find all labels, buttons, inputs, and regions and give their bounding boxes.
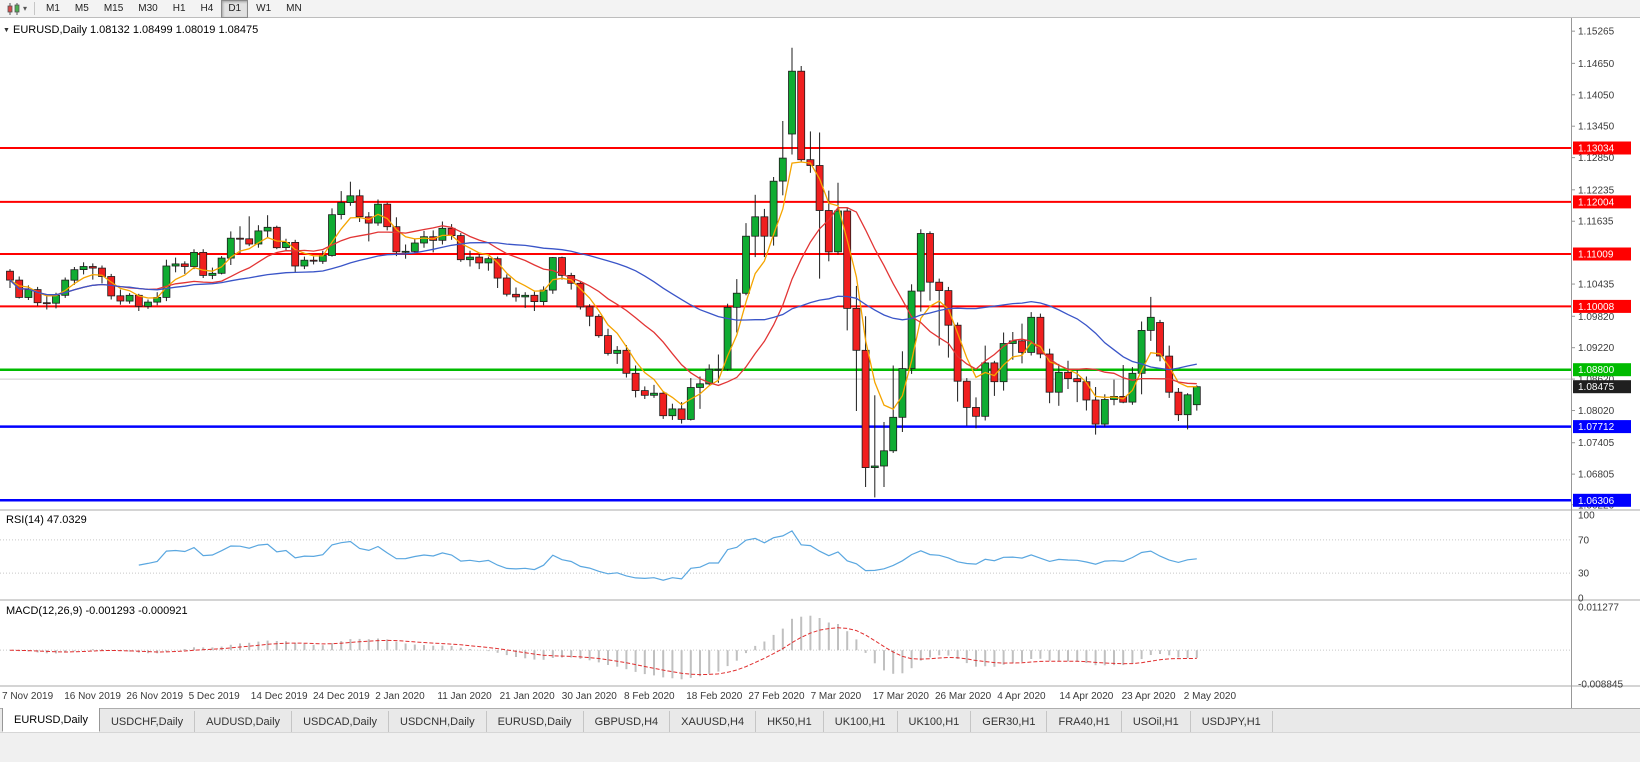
svg-text:1.13450: 1.13450 — [1578, 122, 1615, 133]
timeframe-m30-button[interactable]: M30 — [138, 2, 158, 14]
svg-text:1.08620: 1.08620 — [1578, 375, 1615, 386]
svg-text:24 Dec 2019: 24 Dec 2019 — [313, 691, 370, 702]
timeframe-h4-button[interactable]: H4 — [200, 2, 214, 14]
chart-tab-uk100-h1[interactable]: UK100,H1 — [824, 711, 898, 732]
candlestick-chart-icon — [7, 2, 20, 15]
svg-text:1.12004: 1.12004 — [1578, 197, 1615, 208]
svg-text:1.11009: 1.11009 — [1578, 250, 1614, 261]
svg-text:-0.008845: -0.008845 — [1578, 680, 1623, 691]
svg-text:1.12235: 1.12235 — [1578, 185, 1615, 196]
chart-tab-eurusd-daily[interactable]: EURUSD,Daily — [2, 707, 100, 732]
chart-tab-usdchf-daily[interactable]: USDCHF,Daily — [100, 711, 196, 732]
svg-text:1.14650: 1.14650 — [1578, 59, 1615, 70]
svg-text:100: 100 — [1578, 511, 1595, 522]
chart-tab-usoil-h1[interactable]: USOil,H1 — [1122, 711, 1191, 732]
timeframe-w1-button[interactable]: W1 — [256, 2, 272, 14]
ohlc-info-label: EURUSD,Daily 1.08132 1.08499 1.08019 1.0… — [13, 24, 258, 36]
svg-text:26 Mar 2020: 26 Mar 2020 — [935, 691, 992, 702]
chart-tab-usdjpy-h1[interactable]: USDJPY,H1 — [1191, 711, 1273, 732]
chart-tab-gbpusd-h4[interactable]: GBPUSD,H4 — [584, 711, 671, 732]
chart-tab-usdcnh-daily[interactable]: USDCNH,Daily — [389, 711, 487, 732]
timeframe-mn-button[interactable]: MN — [286, 2, 302, 14]
svg-text:14 Dec 2019: 14 Dec 2019 — [251, 691, 308, 702]
chart-tab-xauusd-h4[interactable]: XAUUSD,H4 — [670, 711, 757, 732]
moving-averages-layer — [9, 161, 1197, 411]
svg-text:2 Jan 2020: 2 Jan 2020 — [375, 691, 425, 702]
svg-text:70: 70 — [1578, 535, 1590, 546]
svg-text:1.07712: 1.07712 — [1578, 422, 1615, 433]
svg-text:23 Apr 2020: 23 Apr 2020 — [1122, 691, 1176, 702]
chart-tabs-bar: EURUSD,Daily USDCHF,Daily AUDUSD,Daily USDC… — [0, 707, 1640, 732]
toolbar-separator — [34, 2, 36, 15]
timeframe-m15-button[interactable]: M15 — [103, 2, 124, 14]
chart-area: 1.15265 1.14650 1.14050 1.13450 1.12850 1.122… — [0, 18, 1640, 708]
svg-text:1.08800: 1.08800 — [1578, 365, 1615, 376]
svg-text:14 Apr 2020: 14 Apr 2020 — [1059, 691, 1113, 702]
chart-canvas[interactable]: 1.15265 1.14650 1.14050 1.13450 1.12850 1.122… — [0, 18, 1640, 708]
chart-tab-usdcad-daily[interactable]: USDCAD,Daily — [292, 711, 390, 732]
axes-layer: 1.15265 1.14650 1.14050 1.13450 1.12850 1.122… — [0, 18, 1640, 708]
svg-text:1.06805: 1.06805 — [1578, 470, 1615, 481]
timeframe-m1-button[interactable]: M1 — [46, 2, 60, 14]
timeframe-buttons-group: M1 M5 M15 M30 H1 H4 D1 W1 MN — [39, 0, 309, 18]
svg-text:0.011277: 0.011277 — [1578, 603, 1619, 614]
svg-text:1.11635: 1.11635 — [1578, 217, 1614, 228]
macd-panel-layer — [0, 615, 1572, 680]
svg-text:16 Nov 2019: 16 Nov 2019 — [64, 691, 121, 702]
timeframe-toolbar: ▾ M1 M5 M15 M30 H1 H4 D1 W1 MN — [0, 0, 1640, 18]
svg-text:4 Apr 2020: 4 Apr 2020 — [997, 691, 1046, 702]
chart-tab-eurusd-daily[interactable]: EURUSD,Daily — [487, 711, 584, 732]
chart-tab-hk50-h1[interactable]: HK50,H1 — [756, 711, 824, 732]
rsi-panel-layer — [0, 530, 1572, 581]
svg-text:7 Mar 2020: 7 Mar 2020 — [811, 691, 862, 702]
chart-tab-fra40-h1[interactable]: FRA40,H1 — [1047, 711, 1122, 732]
svg-text:1.10008: 1.10008 — [1578, 302, 1615, 313]
svg-text:1.08020: 1.08020 — [1578, 406, 1615, 417]
svg-text:1.08475: 1.08475 — [1578, 382, 1615, 393]
status-bar — [0, 732, 1640, 762]
svg-text:21 Jan 2020: 21 Jan 2020 — [500, 691, 555, 702]
svg-text:1.12850: 1.12850 — [1578, 153, 1615, 164]
svg-text:8 Feb 2020: 8 Feb 2020 — [624, 691, 675, 702]
svg-text:11 Jan 2020: 11 Jan 2020 — [437, 691, 492, 702]
svg-text:5 Dec 2019: 5 Dec 2019 — [189, 691, 241, 702]
horizontal-lines-layer — [0, 147, 1572, 502]
svg-text:18 Feb 2020: 18 Feb 2020 — [686, 691, 743, 702]
svg-text:1.10435: 1.10435 — [1578, 280, 1615, 291]
svg-text:2 May 2020: 2 May 2020 — [1184, 691, 1237, 702]
svg-text:30 Jan 2020: 30 Jan 2020 — [562, 691, 617, 702]
rsi-info-label: RSI(14) 47.0329 — [6, 514, 87, 526]
svg-text:27 Feb 2020: 27 Feb 2020 — [748, 691, 805, 702]
timeframe-h1-button[interactable]: H1 — [172, 2, 186, 14]
svg-text:17 Mar 2020: 17 Mar 2020 — [873, 691, 930, 702]
chart-tab-uk100-h1[interactable]: UK100,H1 — [898, 711, 972, 732]
svg-text:26 Nov 2019: 26 Nov 2019 — [126, 691, 183, 702]
svg-text:7 Nov 2019: 7 Nov 2019 — [2, 691, 54, 702]
svg-text:1.13034: 1.13034 — [1578, 144, 1615, 155]
svg-text:1.14050: 1.14050 — [1578, 90, 1615, 101]
svg-text:1.09820: 1.09820 — [1578, 312, 1615, 323]
svg-text:0: 0 — [1578, 594, 1584, 605]
svg-text:30: 30 — [1578, 569, 1590, 580]
chart-tab-audusd-daily[interactable]: AUDUSD,Daily — [195, 711, 293, 732]
svg-text:1.09220: 1.09220 — [1578, 343, 1615, 354]
svg-text:1.06306: 1.06306 — [1578, 496, 1615, 507]
timeframe-m5-button[interactable]: M5 — [74, 2, 89, 14]
timeframe-d1-button[interactable]: D1 — [221, 0, 249, 18]
collapse-chart-icon[interactable]: ▼ — [3, 27, 10, 34]
chart-tab-ger30-h1[interactable]: GER30,H1 — [971, 711, 1048, 732]
chart-type-button[interactable]: ▾ — [3, 1, 30, 17]
svg-text:1.07405: 1.07405 — [1578, 438, 1615, 449]
chevron-down-icon: ▾ — [23, 3, 28, 13]
svg-text:1.15265: 1.15265 — [1578, 27, 1615, 38]
macd-info-label: MACD(12,26,9) -0.001293 -0.000921 — [6, 605, 188, 617]
candles-layer — [6, 47, 1201, 498]
